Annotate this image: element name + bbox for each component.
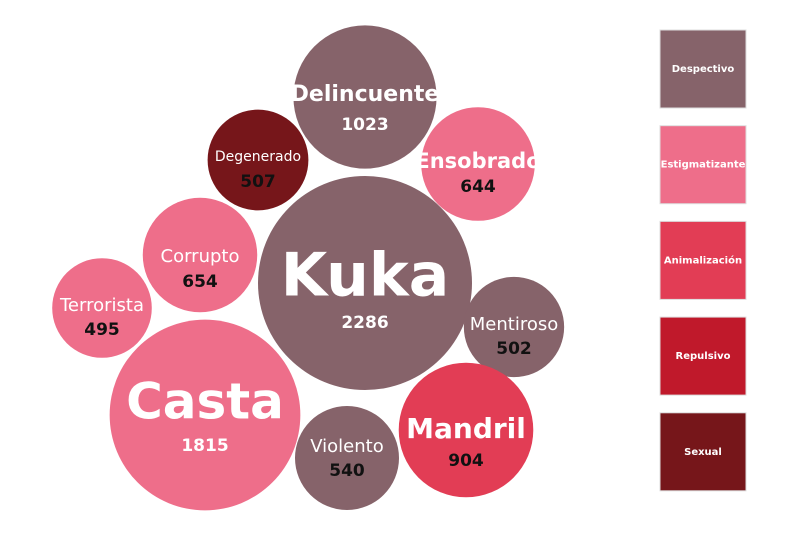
bubble [109,319,301,511]
bubble-value: 2286 [341,313,388,333]
bubble [207,109,309,211]
bubble-value: 502 [496,339,532,359]
legend-label: Sexual [684,447,722,458]
bubble [294,405,400,511]
bubble-value: 654 [182,272,218,292]
bubble-value: 507 [240,172,276,192]
legend-label: Repulsivo [676,351,731,362]
bubble [398,362,534,498]
bubble-label: Ensobrado [415,149,540,173]
bubble-label: Degenerado [215,149,301,165]
legend-label: Despectivo [672,64,735,75]
bubble-value: 644 [460,177,496,197]
bubble [142,197,258,313]
bubble-label: Violento [310,436,384,457]
bubble-label: Mentiroso [470,314,558,335]
bubble-label: Delincuente [291,82,440,107]
bubble-value: 1815 [181,436,228,456]
legend-swatch [659,316,747,396]
legend-swatch [659,29,747,109]
legend-label: Animalización [664,254,742,266]
bubble [52,258,152,358]
bubble [421,107,535,221]
legend-swatch [659,220,747,300]
bubble-label: Corrupto [161,246,240,267]
bubble-value: 495 [84,320,120,340]
bubble-value: 540 [329,461,365,481]
bubble-value: 904 [448,451,484,471]
bubble-label: Mandril [406,412,526,445]
bubble [463,276,565,378]
legend-swatch [659,125,747,205]
bubble [293,25,437,169]
legend-label: Estigmatizante [661,160,746,171]
bubble-label: Casta [126,373,284,431]
legend-swatch [659,412,747,492]
bubble [258,176,472,390]
bubble-label: Kuka [281,241,450,311]
bubble-label: Terrorista [59,295,144,316]
bubble-value: 1023 [341,115,388,135]
